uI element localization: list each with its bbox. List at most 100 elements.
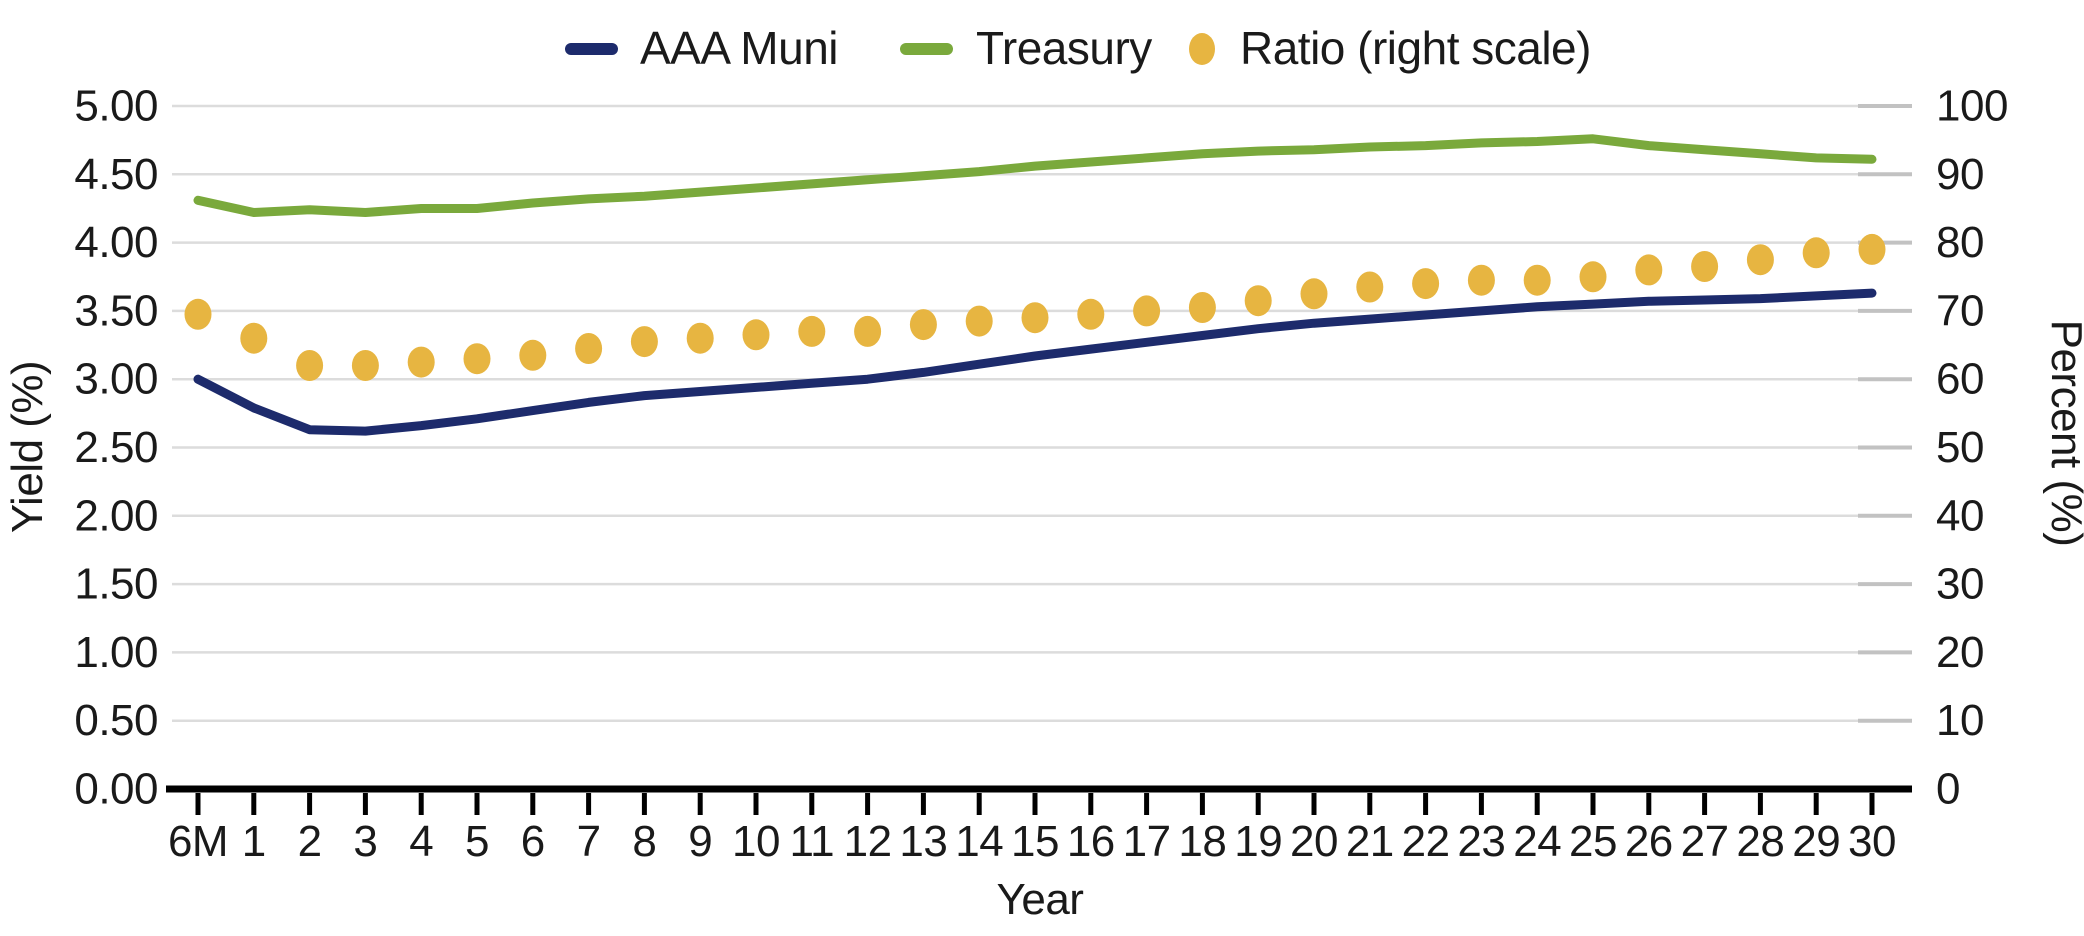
series-dot-ratio xyxy=(854,315,882,347)
y-right-tick-label: 10 xyxy=(1936,696,1984,745)
x-axis-tick-label: 9 xyxy=(688,817,712,866)
y-right-tick-label: 70 xyxy=(1936,286,1984,335)
y-right-tick-label: 20 xyxy=(1936,628,1984,677)
legend-label-ratio: Ratio (right scale) xyxy=(1240,22,1591,74)
series-dot-ratio xyxy=(1635,254,1663,286)
series-dot-ratio xyxy=(1523,264,1551,296)
legend-label-aaa-muni: AAA Muni xyxy=(640,22,838,74)
y-left-tick-label: 1.50 xyxy=(74,560,158,609)
y-right-tick-label: 50 xyxy=(1936,423,1984,472)
series-dot-ratio xyxy=(909,309,937,341)
series-dot-ratio xyxy=(686,322,714,354)
y-left-tick-label: 5.00 xyxy=(74,82,158,131)
x-axis-tick-label: 22 xyxy=(1402,817,1450,866)
series-dot-ratio xyxy=(1356,271,1384,303)
series-dot-ratio xyxy=(1244,285,1272,317)
series-dot-ratio xyxy=(1188,292,1216,323)
y-left-tick-label: 2.00 xyxy=(74,491,158,540)
x-axis-tick-label: 8 xyxy=(632,817,656,866)
series-dot-ratio xyxy=(351,350,379,381)
x-axis-tick-label: 26 xyxy=(1625,817,1673,866)
series-dot-ratio xyxy=(463,343,491,375)
x-axis-tick-label: 1 xyxy=(242,817,266,866)
y-left-tick-label: 2.50 xyxy=(74,423,158,472)
series-dot-ratio xyxy=(742,319,770,351)
series-dot-ratio xyxy=(184,298,212,330)
x-axis-tick-label: 17 xyxy=(1123,817,1171,866)
y-axis-right-tick-labels: 0 10 20 30 40 50 60 70 80 90 100 xyxy=(1936,82,2008,814)
y-right-tick-label: 30 xyxy=(1936,560,1984,609)
x-axis-tick-label: 11 xyxy=(789,817,834,866)
x-axis-tick-label: 21 xyxy=(1346,817,1394,866)
series-dot-ratio xyxy=(1133,295,1161,327)
y-left-tick-label: 1.00 xyxy=(74,628,158,677)
x-axis-tick-label: 6M xyxy=(168,817,228,866)
y-left-tick-label: 3.50 xyxy=(74,286,158,335)
series-dot-ratio xyxy=(1746,244,1774,276)
series-dot-ratio xyxy=(1467,264,1495,296)
x-axis-tick-label: 3 xyxy=(353,817,377,866)
y-right-tick-label: 100 xyxy=(1936,82,2008,131)
legend-marker-ratio xyxy=(1189,33,1215,65)
series-dot-ratio xyxy=(1021,302,1049,334)
x-axis-tick-label: 25 xyxy=(1569,817,1617,866)
x-axis-tick-label: 15 xyxy=(1011,817,1059,866)
legend-label-treasury: Treasury xyxy=(976,22,1152,74)
x-axis-tick-label: 24 xyxy=(1513,817,1561,866)
x-axis-tick-label: 30 xyxy=(1848,817,1896,866)
series-dot-ratio xyxy=(1077,298,1105,330)
x-axis-tick-label: 13 xyxy=(899,817,947,866)
series-dot-ratio xyxy=(1412,268,1440,300)
x-axis-tick-label: 7 xyxy=(577,817,601,866)
series-dot-ratio xyxy=(630,326,658,358)
y-right-tick-label: 90 xyxy=(1936,150,1984,199)
series-dot-ratio xyxy=(1802,237,1830,269)
y-axis-left-title: Yield (%) xyxy=(3,361,52,533)
y-right-tick-label: 60 xyxy=(1936,355,1984,404)
series-dot-ratio xyxy=(965,305,993,337)
series-dot-ratio xyxy=(407,346,435,378)
y-left-tick-label: 4.50 xyxy=(74,150,158,199)
legend: AAA Muni Treasury Ratio (right scale) xyxy=(565,22,1591,74)
y-right-tick-label: 80 xyxy=(1936,218,1984,267)
y-right-tick-label: 40 xyxy=(1936,491,1984,540)
series-dot-ratio xyxy=(1858,233,1886,265)
x-axis-tick-label: 2 xyxy=(298,817,322,866)
x-axis-tick-label: 20 xyxy=(1290,817,1338,866)
y-axis-right-title: Percent (%) xyxy=(2042,320,2084,547)
x-axis-tick-label: 12 xyxy=(844,817,892,866)
y-left-tick-label: 4.00 xyxy=(74,218,158,267)
series-dot-ratio xyxy=(519,339,547,371)
x-axis-tick-label: 29 xyxy=(1792,817,1840,866)
series-dot-ratio xyxy=(240,322,268,354)
x-axis-tick-label: 16 xyxy=(1067,817,1115,866)
x-axis-tick-label: 18 xyxy=(1178,817,1226,866)
x-axis-tick-label: 5 xyxy=(465,817,489,866)
x-axis-tick-label: 23 xyxy=(1457,817,1505,866)
gridlines xyxy=(172,104,1912,723)
y-left-tick-label: 3.00 xyxy=(74,355,158,404)
y-left-tick-label: 0.00 xyxy=(74,765,158,814)
legend-marker-treasury xyxy=(900,43,953,55)
series-line-aaa-muni xyxy=(193,288,1877,436)
series-dot-ratio xyxy=(798,315,826,347)
x-axis-tick-label: 14 xyxy=(955,817,1003,866)
x-axis-tick-label: 28 xyxy=(1736,817,1784,866)
x-axis-tick-label: 4 xyxy=(409,817,433,866)
series-dot-ratio xyxy=(1300,278,1328,310)
x-axis: 6M 1 2 3 4 5 6 7 8 9 10 11 12 13 14 15 16 17 18 19 20 21 22 23 2… xyxy=(166,785,1912,866)
legend-marker-aaa-muni xyxy=(565,43,618,55)
series-dot-ratio xyxy=(1579,261,1607,293)
y-right-tick-label: 0 xyxy=(1936,765,1960,814)
series-dot-ratio xyxy=(1691,251,1719,282)
y-left-tick-label: 0.50 xyxy=(74,696,158,745)
x-axis-tick-label: 10 xyxy=(732,817,780,866)
x-axis-tick-label: 19 xyxy=(1234,817,1282,866)
series-dot-ratio xyxy=(296,350,324,381)
series-dot-ratio xyxy=(575,333,603,364)
x-axis-tick-label: 27 xyxy=(1681,817,1729,866)
series-line-treasury xyxy=(193,134,1877,217)
x-axis-tick-label: 6 xyxy=(521,817,545,866)
